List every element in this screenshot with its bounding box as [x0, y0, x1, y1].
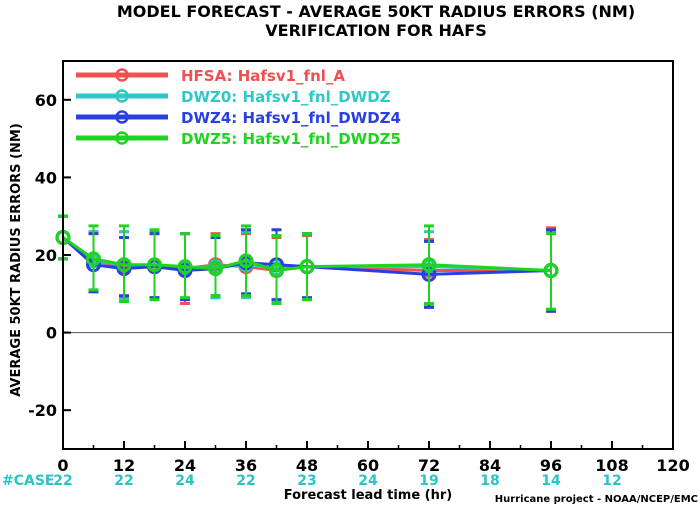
series-layer	[55, 214, 559, 313]
data-point	[269, 263, 284, 279]
legend-marker	[115, 68, 129, 82]
case-count: 23	[297, 473, 316, 489]
legend-marker	[115, 131, 129, 145]
y-tick-label: 0	[46, 324, 57, 343]
legend-label: DWZ4: Hafsv1_fnl_DWDZ4	[181, 109, 401, 127]
data-point	[177, 259, 193, 275]
x-tick-label: 12	[113, 456, 135, 475]
x-tick-label: 24	[174, 456, 196, 475]
legend-label: DWZ5: Hafsv1_fnl_DWDZ5	[181, 130, 401, 148]
x-tick-label: 48	[296, 456, 318, 475]
y-tick-label: 20	[35, 246, 57, 265]
data-point	[421, 257, 437, 273]
case-count: 19	[419, 473, 438, 489]
x-axis-label: Forecast lead time (hr)	[284, 488, 452, 503]
case-count-label: #CASE	[2, 473, 55, 489]
data-point	[116, 257, 132, 273]
data-point	[208, 261, 223, 277]
y-tick-label: -20	[28, 401, 57, 420]
y-tick-label: 60	[35, 91, 57, 110]
x-tick-label: 0	[57, 456, 68, 475]
legend-marker	[115, 89, 129, 103]
case-count: 24	[358, 473, 378, 489]
data-point	[543, 263, 559, 279]
x-tick-label: 72	[418, 456, 440, 475]
x-tick-label: 120	[656, 456, 689, 475]
case-count: 22	[236, 473, 255, 489]
legend-label: HFSA: Hafsv1_fnl_A	[181, 67, 345, 85]
chart-subtitle: VERIFICATION FOR HAFS	[265, 21, 486, 40]
series-line	[62, 236, 552, 273]
case-count: 12	[602, 473, 621, 489]
legend-marker	[115, 110, 129, 124]
case-count-row: 22 22 24 22 23 24 19 18 14 12	[53, 473, 621, 489]
data-point	[299, 259, 315, 275]
data-point	[86, 251, 101, 267]
y-tick-label: 40	[35, 168, 57, 187]
case-count: 18	[480, 473, 499, 489]
x-tick-label: 36	[235, 456, 257, 475]
case-count: 14	[541, 473, 561, 489]
x-tick-label: 84	[479, 456, 501, 475]
x-tick-label: 96	[540, 456, 562, 475]
legend-label: DWZ0: Hafsv1_fnl_DWDZ	[181, 88, 391, 106]
series-3	[55, 214, 559, 311]
data-point	[238, 253, 254, 269]
x-tick-label: 108	[595, 456, 628, 475]
x-tick-layer: 0 12 24 36 48 60 72 84 96 108 120	[57, 441, 690, 475]
y-axis-label: AVERAGE 50KT RADIUS ERRORS (NM)	[9, 123, 24, 397]
x-tick-label: 60	[357, 456, 379, 475]
data-point	[147, 257, 162, 273]
chart-title: MODEL FORECAST - AVERAGE 50KT RADIUS ERR…	[117, 2, 635, 21]
case-count: 22	[53, 473, 72, 489]
legend: HFSA: Hafsv1_fnl_A DWZ0: Hafsv1_fnl_DWDZ D…	[76, 67, 401, 148]
case-count: 24	[175, 473, 195, 489]
case-count: 22	[114, 473, 133, 489]
y-tick-layer: -20 0 20 40 60	[28, 91, 71, 420]
credit-text: Hurricane project - NOAA/NCEP/EMC	[495, 494, 698, 505]
